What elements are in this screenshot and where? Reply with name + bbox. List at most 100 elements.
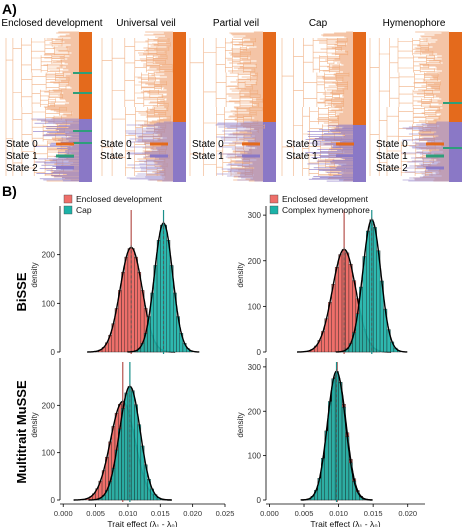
- x-tick-label: 0.010: [329, 509, 348, 518]
- tip-band-state-1: [353, 125, 366, 182]
- panel-b-label: B): [2, 183, 17, 199]
- legend-label: State 1: [6, 151, 38, 162]
- histogram-musse-complex-hymenophore: 0 100 200 300 density 0.000 0.005 0.010 0.015 0.0…: [236, 358, 425, 527]
- y-tick-label: 0: [51, 496, 56, 505]
- x-tick-label: 0.020: [183, 509, 202, 518]
- y-tick-label: 200: [42, 401, 56, 410]
- x-tick-label: 0.005: [295, 509, 314, 518]
- y-tick-label: 200: [42, 251, 56, 260]
- legend-label: State 0: [192, 139, 224, 150]
- histogram-bar: [121, 271, 125, 353]
- x-tick-label: 0.000: [54, 509, 73, 518]
- histogram-bar: [121, 408, 125, 501]
- y-tick-label: 100: [248, 302, 262, 311]
- tip-state-green: [73, 92, 92, 94]
- y-tick-label: 100: [42, 299, 56, 308]
- histogram-bar: [134, 256, 138, 353]
- y-axis-label: density: [236, 412, 245, 437]
- legend-label: State 2: [376, 163, 408, 174]
- legend-label: Cap: [76, 205, 92, 215]
- phylogeny-hymenophore: [369, 31, 462, 182]
- row-label-multitrait-musse: Multitrait MuSSE: [14, 380, 29, 484]
- phylogeny-enclosed-development: [5, 31, 92, 182]
- histogram-bar: [166, 240, 171, 353]
- histogram-bar: [338, 254, 343, 353]
- x-tick-label: 0.015: [151, 509, 170, 518]
- y-tick-label: 200: [248, 257, 262, 266]
- y-axis-label: density: [30, 262, 39, 287]
- y-axis-label: density: [30, 412, 39, 437]
- histogram-bar: [372, 227, 377, 353]
- tree-title-4: Cap: [309, 18, 328, 29]
- legend-swatch: [269, 205, 279, 215]
- legend-swatch: [63, 205, 73, 215]
- x-tick-label: 0.010: [119, 509, 138, 518]
- tip-band-state-1: [449, 122, 462, 182]
- legend-tree-5: State 0 State 1 State 2: [376, 139, 444, 174]
- tip-state-green: [73, 72, 92, 74]
- legend-label: State 0: [286, 139, 318, 150]
- tip-band-state-0: [263, 32, 276, 122]
- tip-band-state-1: [173, 122, 186, 182]
- x-tick-label: 0.000: [260, 509, 279, 518]
- panel-a-label: A): [2, 1, 17, 17]
- legend-label: State 1: [376, 151, 408, 162]
- tree-title-5: Hymenophore: [383, 18, 446, 29]
- legend-label: State 0: [376, 139, 408, 150]
- legend-label: Complex hymenophore: [282, 205, 370, 215]
- phylogeny-universal-veil: [101, 31, 186, 182]
- legend-label: State 2: [6, 163, 38, 174]
- series-1: [335, 210, 408, 354]
- histogram-bar: [338, 382, 343, 501]
- tree-branches-state-1: [125, 121, 173, 182]
- tip-band-state-0: [353, 32, 366, 125]
- tip-band-state-0: [449, 32, 462, 122]
- x-tick-label: 0.015: [364, 509, 383, 518]
- y-tick-label: 300: [248, 211, 262, 220]
- legend-swatch: [269, 194, 279, 204]
- legend-tree-1: State 0 State 1 State 2: [6, 139, 74, 174]
- y-tick-label: 0: [51, 348, 56, 357]
- tip-band-state-0: [173, 32, 186, 122]
- histogram-bar: [345, 252, 350, 353]
- y-tick-label: 100: [42, 449, 56, 458]
- histogram-bar: [366, 230, 370, 353]
- tip-band-state-1: [263, 122, 276, 182]
- series-1: [88, 362, 171, 502]
- x-tick-label: 0.025: [216, 509, 235, 518]
- tree-branches-state-0: [137, 31, 173, 182]
- tip-state-green: [443, 147, 462, 149]
- tip-band-state-0: [79, 32, 92, 119]
- histogram-bar: [331, 378, 336, 501]
- legend-tree-3: State 0 State 1: [192, 139, 260, 162]
- phylogeny-partial-veil: [189, 31, 276, 182]
- legend-label: Enclosed development: [76, 194, 163, 204]
- y-tick-label: 300: [248, 363, 262, 372]
- legend-label: State 1: [192, 151, 224, 162]
- y-tick-label: 0: [257, 348, 262, 357]
- tree-branches-state-0: [413, 31, 449, 182]
- histogram-bar: [137, 271, 142, 353]
- histogram-bar: [124, 392, 129, 501]
- tree-title-1: Enclosed development: [1, 18, 102, 29]
- histogram-bar: [134, 404, 138, 501]
- x-tick-label: 0.020: [398, 509, 417, 518]
- tip-state-green: [443, 102, 462, 104]
- x-axis-label: Trait effect (λ₁ - λ₀): [310, 519, 380, 527]
- legend-tree-2: State 0 State 1: [100, 139, 168, 162]
- y-tick-label: 100: [248, 452, 262, 461]
- series-1: [127, 210, 200, 354]
- tree-internal-branches: [5, 38, 72, 176]
- y-tick-label: 0: [257, 496, 262, 505]
- legend-label: State 1: [100, 151, 132, 162]
- histogram-bar: [334, 266, 339, 353]
- x-tick-label: 0.005: [86, 509, 105, 518]
- row-label-bisse: BiSSE: [14, 272, 29, 311]
- x-axis-label: Trait effect (λ₁ - λ₀): [107, 519, 177, 527]
- phylogeny-cap: [281, 31, 366, 182]
- tree-title-2: Universal veil: [116, 18, 175, 29]
- y-axis-label: density: [236, 262, 245, 287]
- histogram-bar: [156, 240, 161, 353]
